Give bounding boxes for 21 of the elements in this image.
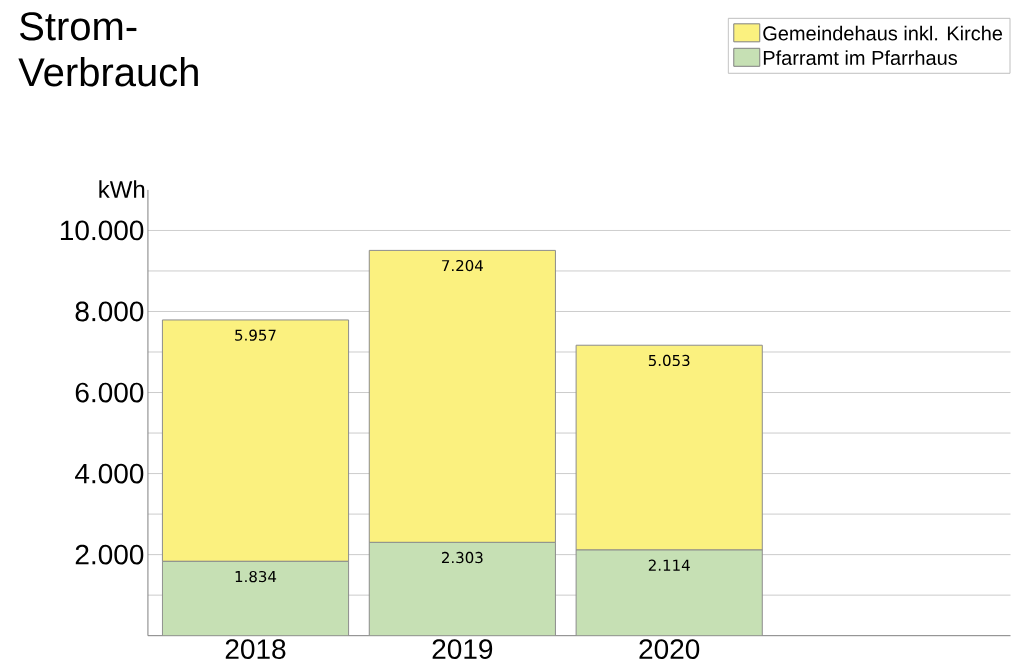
y-tick-label: 4.000: [75, 463, 144, 484]
y-axis-title: kWh: [99, 180, 145, 198]
chart-title: Strom-Verbrauch: [18, 12, 198, 87]
legend-label: Gemeindehaus inkl. Kirche: [763, 26, 1003, 41]
data-label: 5.053: [648, 354, 690, 367]
data-label: 2.303: [441, 552, 483, 564]
bar: [575, 549, 763, 636]
legend-label: Pfarramt im Pfarrhaus: [763, 50, 958, 66]
y-tick-label: 2.000: [75, 544, 144, 565]
data-label: 5.957: [235, 329, 276, 341]
y-tick-label: 6.000: [75, 382, 144, 403]
y-tick-label: 10.000: [60, 220, 144, 241]
bar: [161, 561, 350, 636]
x-tick-label: 2019: [432, 639, 493, 660]
y-tick-label: 8.000: [75, 301, 144, 322]
x-tick-label: 2020: [639, 639, 700, 660]
x-tick-label: 2018: [225, 639, 286, 660]
bar: [368, 542, 556, 636]
data-label: 1.834: [235, 571, 277, 583]
data-label: 2.114: [648, 559, 690, 571]
data-label: 7.204: [442, 260, 483, 272]
